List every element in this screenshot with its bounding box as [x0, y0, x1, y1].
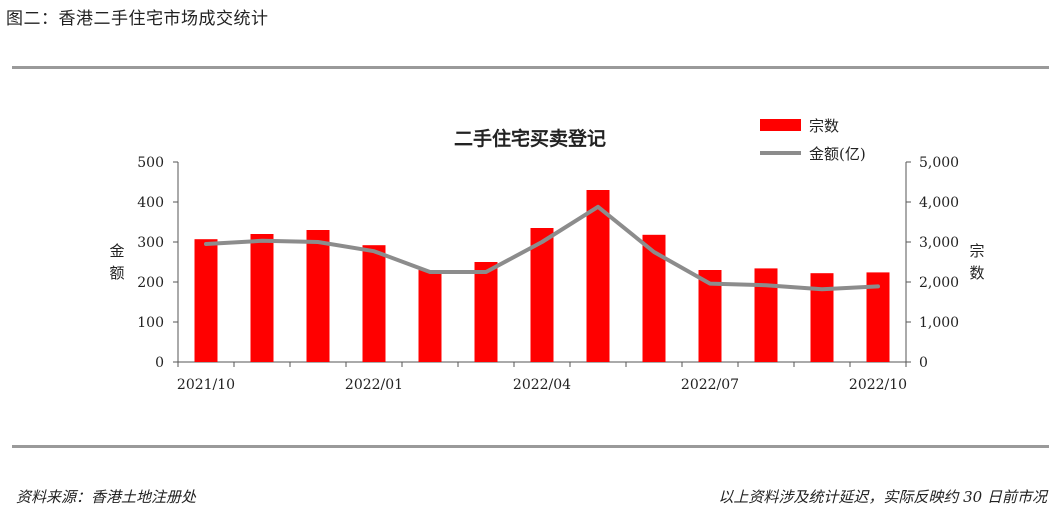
- x-tick-label: 2022/01: [345, 377, 403, 393]
- bar: [194, 239, 218, 362]
- right-tick-label: 4,000: [919, 195, 959, 211]
- legend-line-label: 金额(亿): [809, 145, 866, 163]
- x-tick-label: 2022/07: [681, 377, 739, 393]
- figure-title: 图二：香港二手住宅市场成交统计: [6, 9, 269, 29]
- left-tick-label: 100: [137, 315, 164, 331]
- right-axis-label: 宗: [969, 242, 984, 260]
- left-tick-label: 400: [137, 195, 164, 211]
- bar: [754, 268, 778, 362]
- delay-note: 以上资料涉及统计延迟，实际反映约 30 日前市况: [718, 488, 1047, 506]
- bar: [530, 228, 554, 362]
- bar: [418, 270, 442, 362]
- bar: [474, 262, 498, 362]
- bar: [362, 245, 386, 362]
- x-tick-label: 2022/04: [513, 377, 571, 393]
- x-tick-label: 2021/10: [177, 377, 235, 393]
- right-tick-label: 2,000: [919, 275, 959, 291]
- left-tick-label: 500: [137, 155, 164, 171]
- left-tick-label: 300: [137, 235, 164, 251]
- legend-bar-label: 宗数: [809, 117, 839, 135]
- right-axis-label: 数: [969, 264, 984, 282]
- line-series: [204, 204, 880, 292]
- chart-title: 二手住宅买卖登记: [454, 127, 606, 150]
- bar: [698, 270, 722, 362]
- top-divider: [12, 66, 1049, 69]
- right-tick-label: 3,000: [919, 235, 959, 251]
- left-axis-label: 额: [109, 264, 124, 282]
- bar: [642, 234, 666, 362]
- left-axis-label: 金: [109, 242, 124, 260]
- left-tick-label: 0: [155, 355, 164, 371]
- series-line: [204, 204, 880, 292]
- bar: [586, 190, 610, 362]
- bar-series: [194, 190, 890, 362]
- source-note: 资料来源：香港土地注册处: [16, 488, 197, 506]
- x-tick-label: 2022/10: [849, 377, 907, 393]
- bar: [250, 234, 274, 362]
- right-tick-label: 1,000: [919, 315, 959, 331]
- tick-labels: 0 100 200 300 400 500 0 1,000 2,000 3,000 4,000 5,0…: [109, 155, 984, 393]
- legend-bar-swatch: [760, 119, 801, 131]
- bar: [306, 230, 330, 362]
- bar: [810, 273, 834, 362]
- bottom-divider: [12, 445, 1049, 448]
- bar: [866, 272, 890, 362]
- right-tick-label: 5,000: [919, 155, 959, 171]
- left-tick-label: 200: [137, 275, 164, 291]
- right-tick-label: 0: [919, 355, 928, 371]
